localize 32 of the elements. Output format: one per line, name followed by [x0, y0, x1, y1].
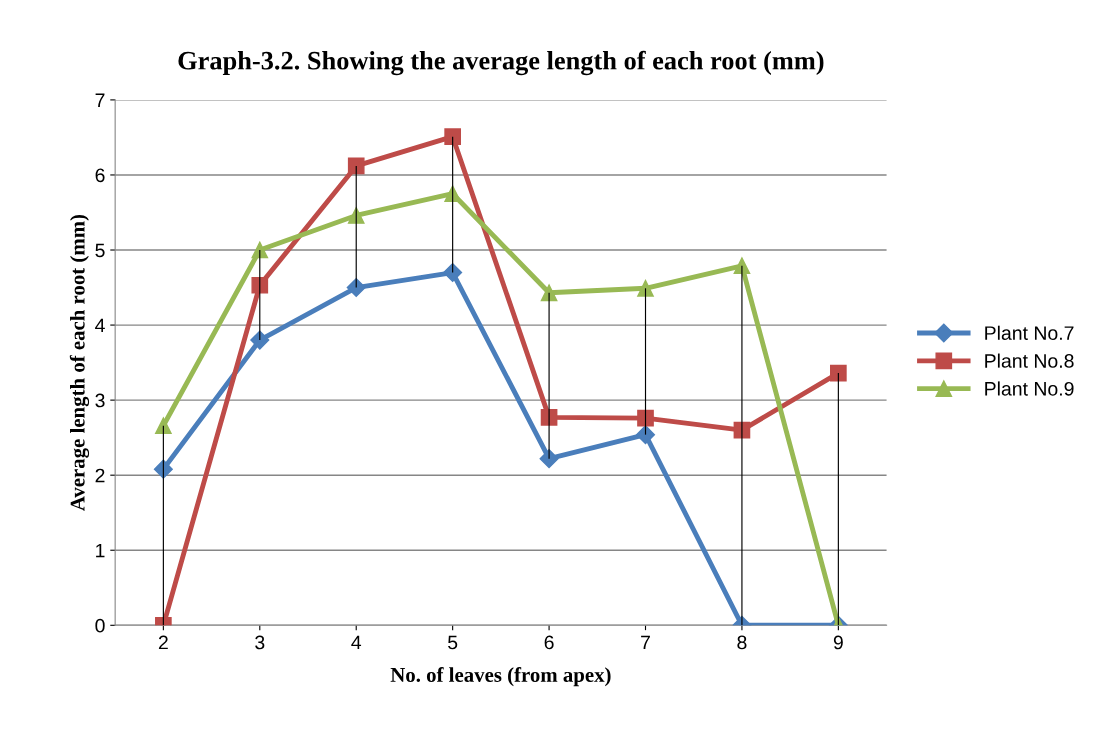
y-tick-label: 0 — [95, 618, 105, 633]
y-tick-label: 7 — [95, 93, 105, 107]
x-tick-label: 2 — [158, 635, 168, 650]
y-tick-label: 2 — [95, 468, 105, 483]
x-tick-label: 8 — [737, 635, 747, 650]
y-tick-label: 6 — [95, 168, 105, 183]
x-axis-title: No. of leaves (from apex) — [390, 667, 611, 687]
point — [443, 262, 463, 283]
legend-label: Plant No.9 — [985, 381, 1074, 396]
legend-label: Plant No.7 — [985, 325, 1074, 340]
point — [155, 417, 172, 434]
x-tick-label: 5 — [448, 635, 458, 650]
point — [250, 330, 270, 350]
point — [539, 449, 559, 469]
x-tick-label: 7 — [641, 635, 650, 650]
point — [251, 276, 269, 294]
point — [251, 241, 269, 259]
x-tick-label: 4 — [351, 635, 362, 650]
y-axis-title: Average length of each root (mm) — [69, 214, 90, 511]
point — [444, 128, 461, 146]
x-tick-label: 6 — [544, 635, 554, 650]
x-tick-label: 3 — [255, 635, 265, 650]
legend-label: Plant No.8 — [985, 353, 1074, 368]
point — [830, 364, 847, 382]
y-tick-label: 3 — [95, 393, 105, 408]
y-tick-label: 1 — [96, 543, 105, 558]
chart-title: Graph-3.2. Showing the average length of each root (mm) — [178, 50, 824, 76]
point — [346, 278, 366, 298]
y-tick-label: 4 — [95, 318, 105, 333]
point — [347, 157, 365, 175]
y-tick-label: 5 — [95, 243, 105, 258]
x-tick-label: 9 — [833, 635, 843, 650]
